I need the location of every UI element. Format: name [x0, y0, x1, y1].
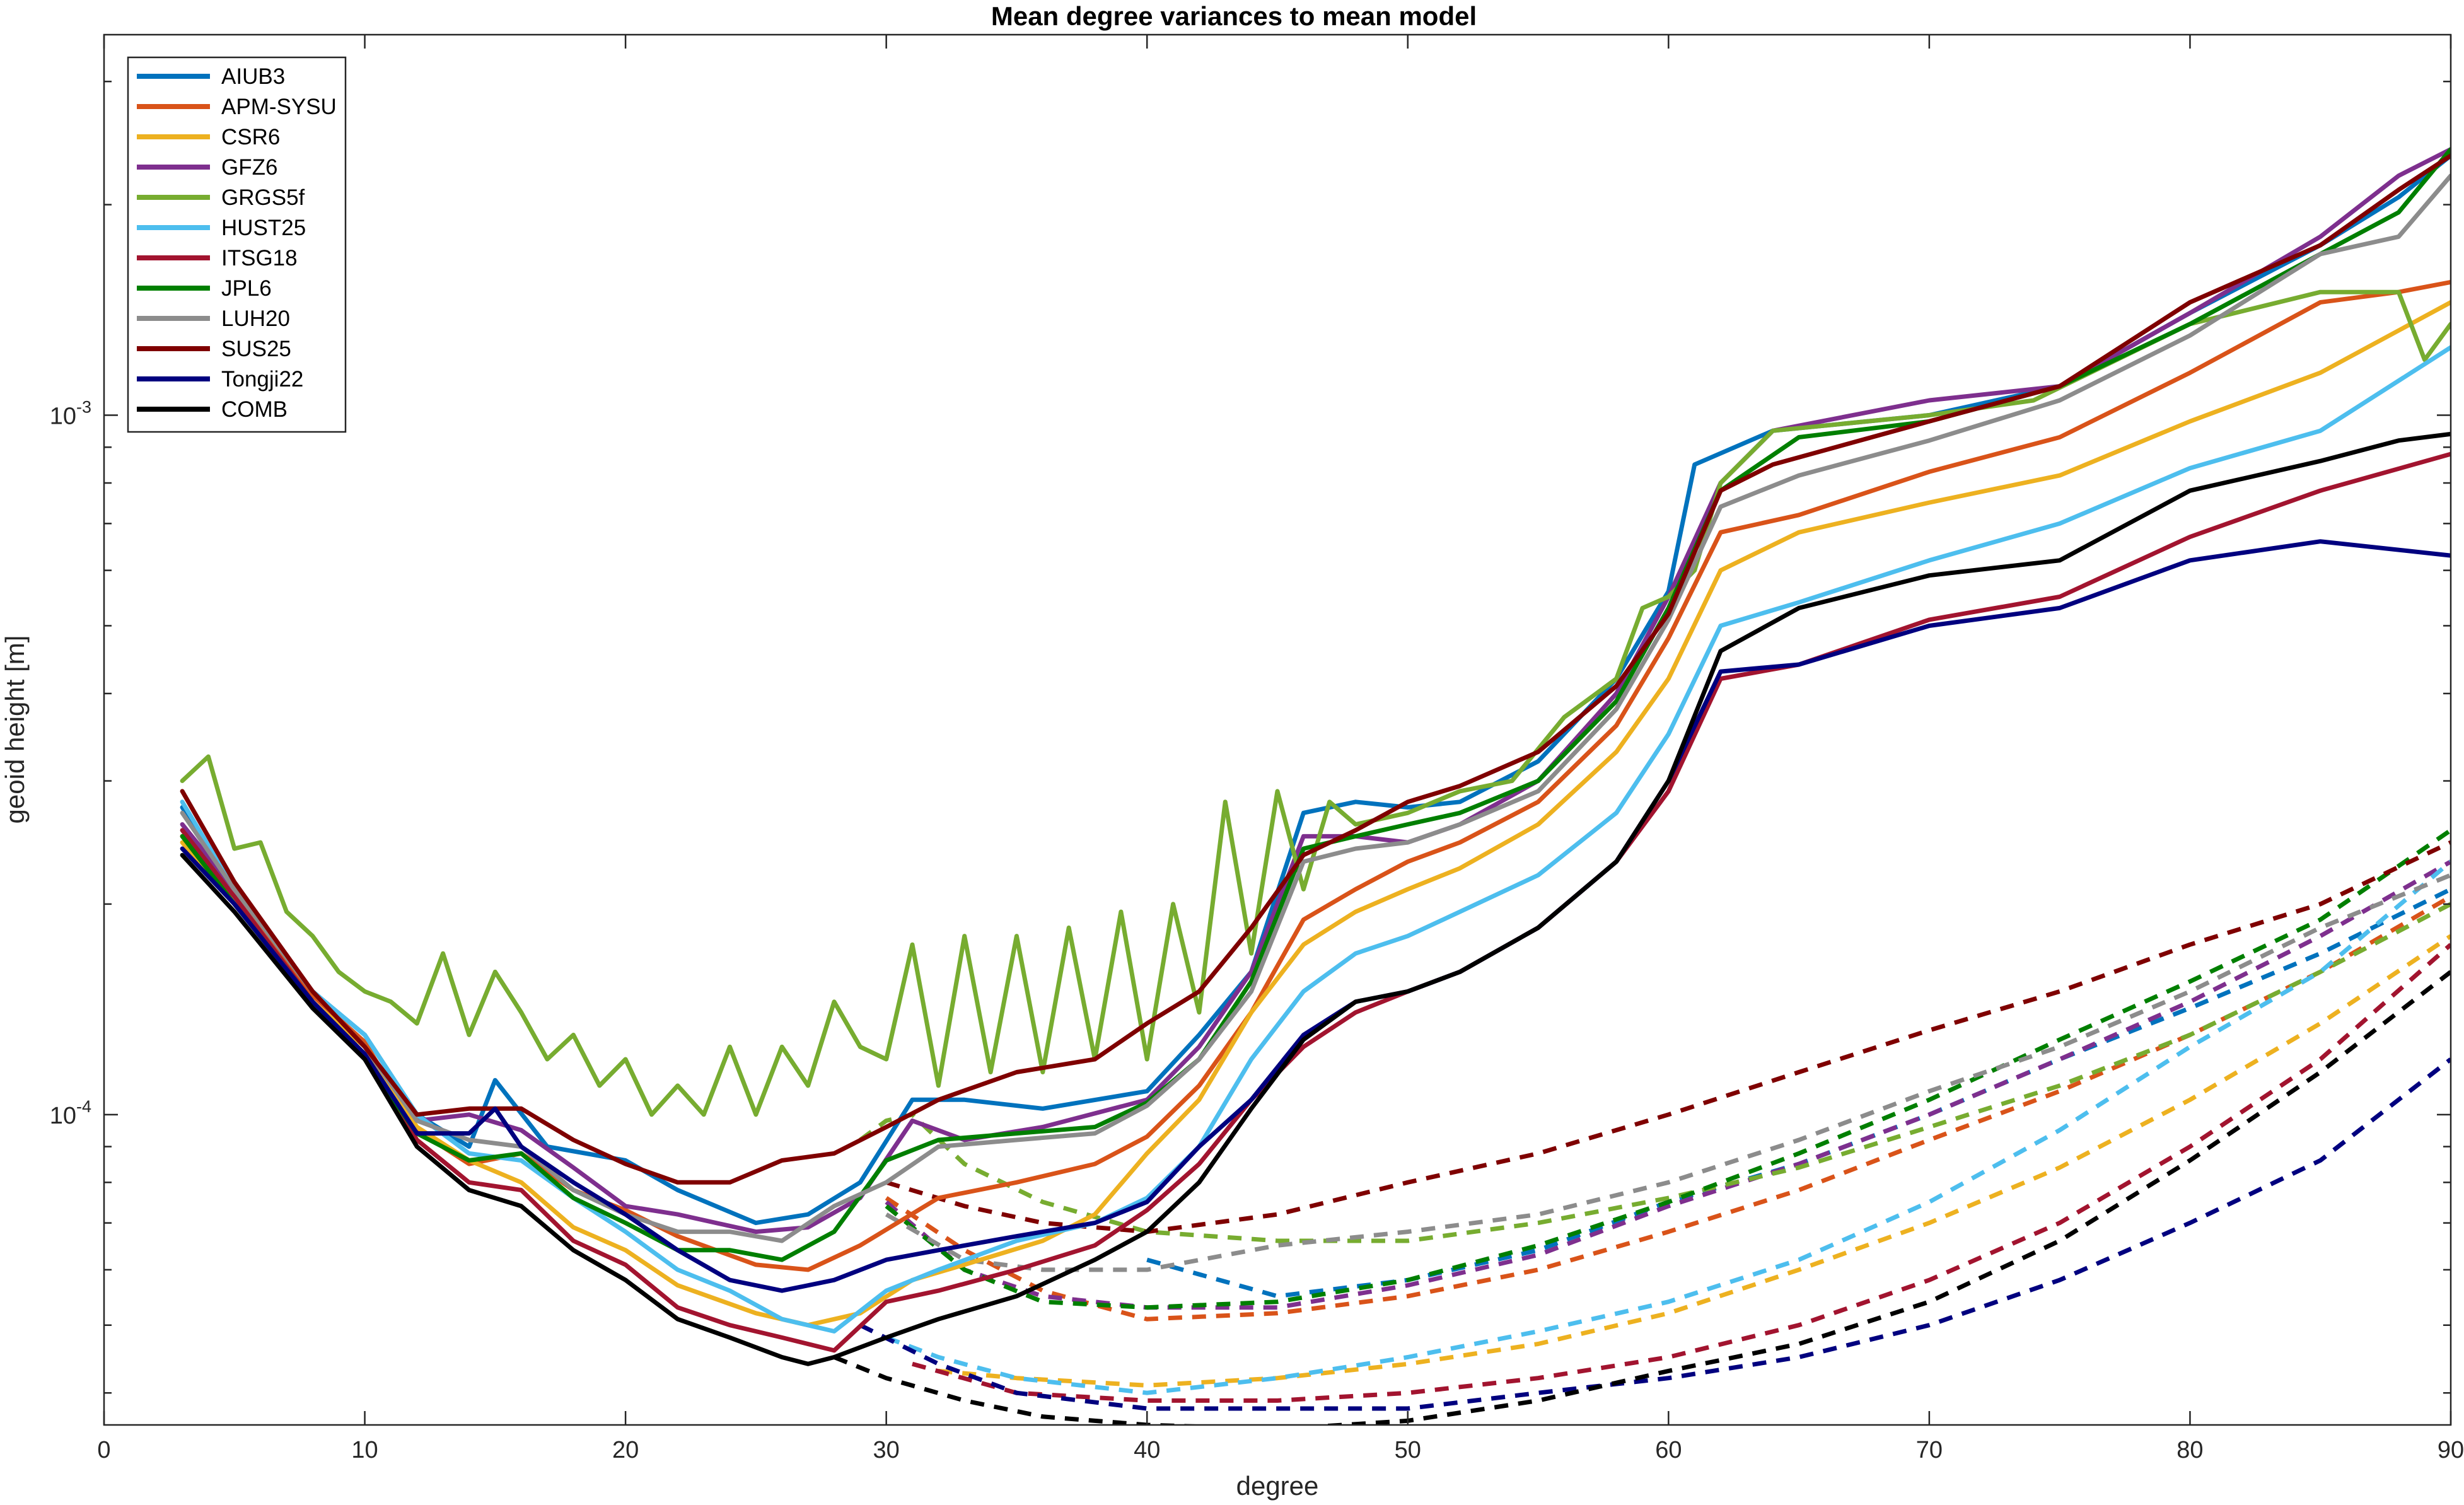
legend-label-hust25: HUST25: [221, 216, 306, 240]
x-tick-label: 40: [1134, 1437, 1160, 1463]
legend-label-sus25: SUS25: [221, 337, 291, 361]
y-axis-label: geoid height [m]: [0, 636, 30, 824]
legend-label-comb: COMB: [221, 397, 288, 422]
legend-label-itsg18: ITSG18: [221, 246, 298, 270]
series-csr6-error-dashed: [938, 934, 2451, 1388]
series-grgs5f-signal-line: [180, 289, 2451, 1117]
series-luh20-signal-line: [180, 173, 2451, 1243]
legend-label-tongji22: Tongji22: [221, 367, 303, 392]
legend-label-grgs5f: GRGS5f: [221, 185, 305, 210]
legend: AIUB3 APM-SYSU CSR6 GFZ6 GRGS5f HUST25 ITSG18 J…: [127, 56, 347, 433]
x-tick-label: 60: [1655, 1437, 1682, 1463]
legend-label-gfz6: GFZ6: [221, 155, 277, 180]
x-tick-label: 20: [612, 1437, 639, 1463]
x-tick-label: 10: [351, 1437, 378, 1463]
series-itsg18-error-dashed: [912, 943, 2451, 1403]
legend-label-apm-sysu: APM-SYSU: [221, 95, 337, 119]
chart-title: Mean degree variances to mean model: [991, 1, 1477, 31]
series-grgs5f-error-dashed: [859, 902, 2451, 1243]
y-tick-label: 10-3: [50, 398, 91, 430]
x-tick-label: 50: [1395, 1437, 1421, 1463]
plot-area-frame: [103, 33, 2452, 1426]
legend-label-jpl6: JPL6: [221, 276, 272, 301]
series-layer: [180, 147, 2451, 1425]
x-tick-label: 70: [1916, 1437, 1943, 1463]
y-tick-label: 10-4: [50, 1097, 91, 1129]
legend-label-aiub3: AIUB3: [221, 64, 285, 89]
legend-box: [127, 56, 347, 433]
series-tongji22-signal-line: [180, 539, 2451, 1293]
x-tick-label: 0: [97, 1437, 110, 1463]
series-gfz6-signal-line: [180, 147, 2451, 1235]
series-gfz6-error-dashed: [885, 859, 2451, 1310]
series-jpl6-signal-line: [180, 147, 2451, 1262]
series-sus25-signal-line: [180, 153, 2451, 1185]
x-tick-label: 80: [2176, 1437, 2203, 1463]
series-csr6-signal-line: [180, 300, 2451, 1328]
series-sus25-error-dashed: [885, 840, 2451, 1235]
axes-layer: 0 10 20 30 40 50 60 70 80 90 10-4 10-3: [50, 35, 2464, 1463]
x-axis-label: degree: [1236, 1471, 1319, 1501]
x-tick-label: 90: [2438, 1437, 2464, 1463]
series-hust25-error-dashed: [885, 859, 2451, 1395]
legend-label-luh20: LUH20: [221, 306, 290, 331]
x-tick-label: 30: [873, 1437, 900, 1463]
series-tongji22-error-dashed: [859, 1057, 2451, 1411]
series-comb-signal-line: [180, 431, 2451, 1366]
series-itsg18-signal-line: [180, 451, 2451, 1353]
series-jpl6-error-dashed: [885, 828, 2451, 1310]
legend-label-csr6: CSR6: [221, 125, 280, 149]
